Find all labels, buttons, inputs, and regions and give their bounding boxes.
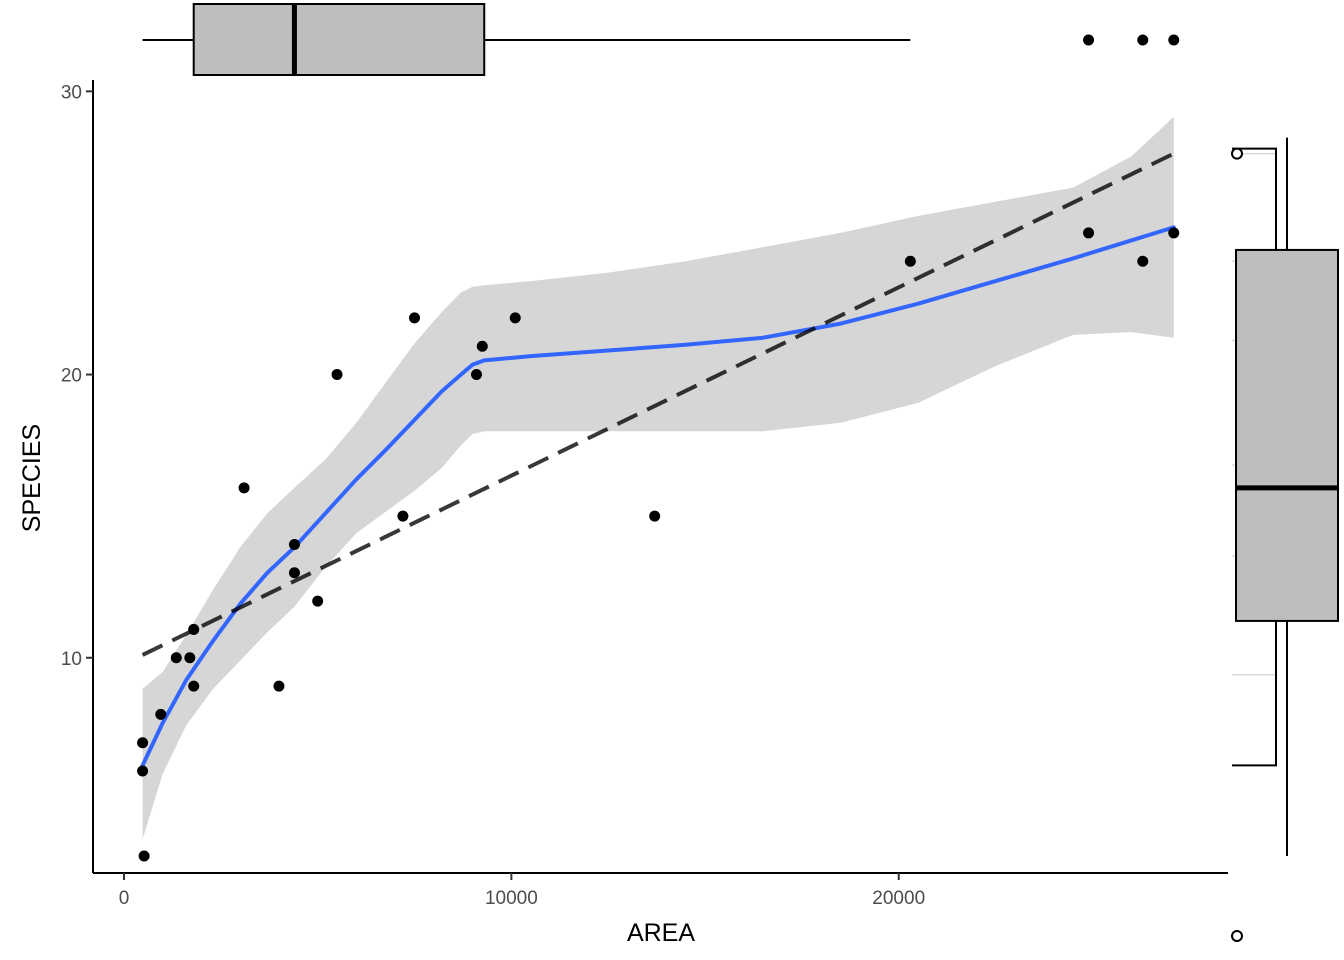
- data-point-6: [184, 652, 196, 664]
- y-box-iqr: [1235, 248, 1339, 622]
- data-point-8: [188, 680, 200, 692]
- linear-fit-layer: [141, 151, 1175, 657]
- data-point-17: [470, 369, 482, 381]
- x-tick-label-0: 0: [119, 888, 130, 909]
- y-box-outlier-2: [1231, 930, 1243, 942]
- x-box-outlier-1: [1083, 34, 1095, 46]
- x-box-outlier-2: [1137, 34, 1149, 46]
- data-point-3: [138, 850, 150, 862]
- data-point-4: [155, 708, 167, 720]
- x-marginal-boxplot: [142, 3, 1180, 76]
- y-marginal-boxplot: [1231, 137, 1339, 942]
- x-axis-title: AREA: [627, 919, 695, 947]
- y-axis-title: SPECIES: [18, 424, 46, 532]
- x-tick-label-10000: 10000: [485, 888, 538, 909]
- y-tick-label-10: 10: [61, 649, 82, 670]
- data-point-11: [288, 538, 300, 550]
- data-point-14: [331, 369, 343, 381]
- linear-fit-line: [141, 151, 1175, 657]
- data-point-15: [397, 510, 409, 522]
- data-point-5: [170, 652, 182, 664]
- data-point-2: [137, 765, 149, 777]
- data-point-13: [312, 595, 324, 607]
- data-point-24: [1168, 227, 1180, 239]
- data-point-21: [904, 255, 916, 267]
- x-tick-label-20000: 20000: [872, 888, 925, 909]
- data-point-18: [476, 340, 488, 352]
- data-points: [137, 227, 1180, 862]
- data-point-10: [273, 680, 285, 692]
- confidence-band: [142, 116, 1174, 840]
- data-point-20: [649, 510, 661, 522]
- y-tick-label-20: 20: [61, 366, 82, 387]
- y-tick-label-30: 30: [61, 82, 82, 103]
- data-point-22: [1083, 227, 1095, 239]
- data-point-12: [288, 567, 300, 579]
- axes: 0 10000 20000 10 20 30: [61, 80, 1228, 909]
- data-point-16: [409, 312, 421, 324]
- data-point-23: [1137, 255, 1149, 267]
- y-box-outlier-1: [1231, 147, 1243, 160]
- data-point-9: [238, 482, 250, 494]
- x-box-iqr: [192, 3, 486, 76]
- confidence-band-area: [142, 116, 1174, 840]
- x-box-outlier-3: [1168, 34, 1180, 46]
- data-point-1: [137, 737, 149, 749]
- data-point-7: [188, 623, 200, 635]
- data-point-19: [509, 312, 521, 324]
